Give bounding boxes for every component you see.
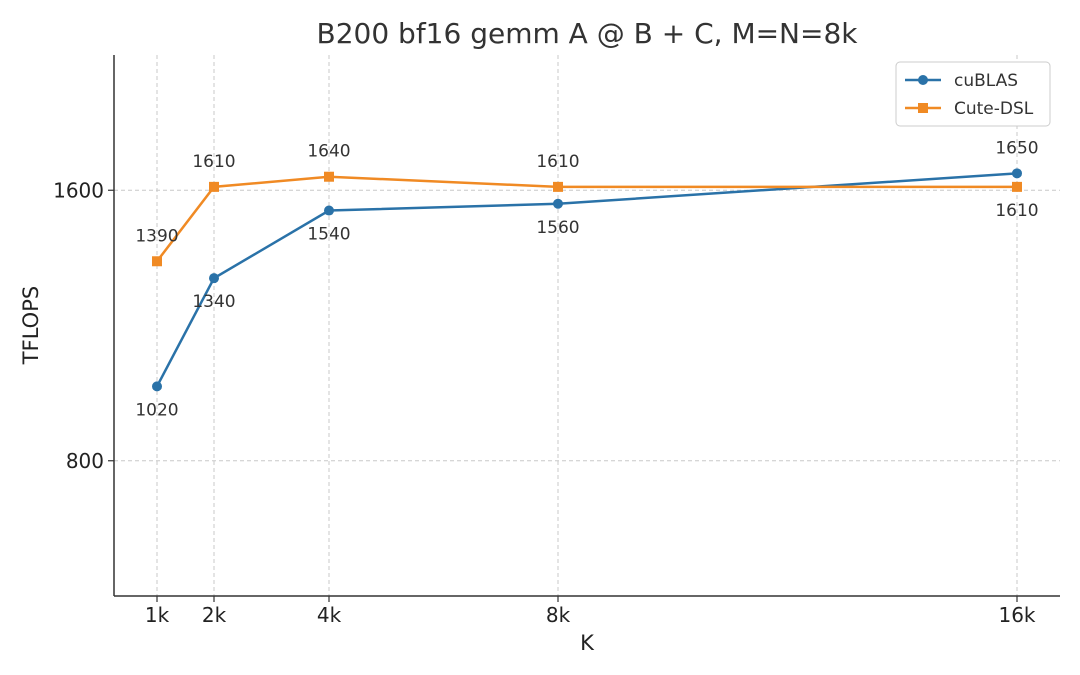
data-point (209, 273, 219, 284)
series-line (155, 172, 1018, 387)
legend-label: Cute-DSL (954, 99, 1034, 119)
data-label: 1390 (135, 226, 178, 246)
legend-label: cuBLAS (954, 71, 1018, 91)
data-label: 1340 (192, 292, 235, 312)
legend-marker (918, 103, 928, 113)
data-point (324, 205, 334, 216)
x-tick-label: 8k (546, 603, 571, 627)
data-label: 1610 (536, 152, 579, 172)
data-label: 1640 (307, 142, 350, 162)
data-label: 1610 (192, 152, 235, 172)
data-point (324, 171, 334, 182)
data-point (1012, 168, 1022, 179)
series (152, 168, 1022, 392)
legend-box (895, 61, 1051, 127)
y-tick-label: 800 (66, 449, 104, 473)
series-line (156, 175, 1017, 263)
x-tick-label: 2k (202, 603, 227, 627)
data-label: 1560 (536, 218, 579, 238)
data-point (152, 256, 162, 267)
legend: cuBLAS Cute-DSL (895, 61, 1051, 127)
data-label: 1650 (995, 138, 1038, 158)
data-point (553, 198, 563, 209)
chart-title: B200 bf16 gemm A @ B + C, M=N=8k (317, 17, 859, 50)
grid (114, 55, 1060, 596)
x-axis-label: K (580, 631, 595, 655)
y-tick-label: 1600 (53, 178, 104, 202)
x-tick-label: 1k (145, 603, 170, 627)
y-axis-label: TFLOPS (19, 286, 43, 365)
data-label: 1540 (307, 225, 350, 245)
data-point (553, 181, 563, 192)
data-labels: 1020 1340 1540 1560 1650 1390 1610 1640 1610 1610 (135, 138, 1038, 420)
data-point (209, 181, 219, 192)
data-point (152, 381, 162, 392)
data-point (1012, 181, 1022, 192)
data-label: 1610 (995, 201, 1038, 221)
ticks: 1k 2k 4k 8k 16k 800 1600 (53, 178, 1036, 627)
legend-marker (918, 75, 928, 85)
x-tick-label: 16k (998, 603, 1035, 627)
axes (113, 55, 1060, 597)
x-tick-label: 4k (317, 603, 342, 627)
data-label: 1020 (135, 400, 178, 420)
